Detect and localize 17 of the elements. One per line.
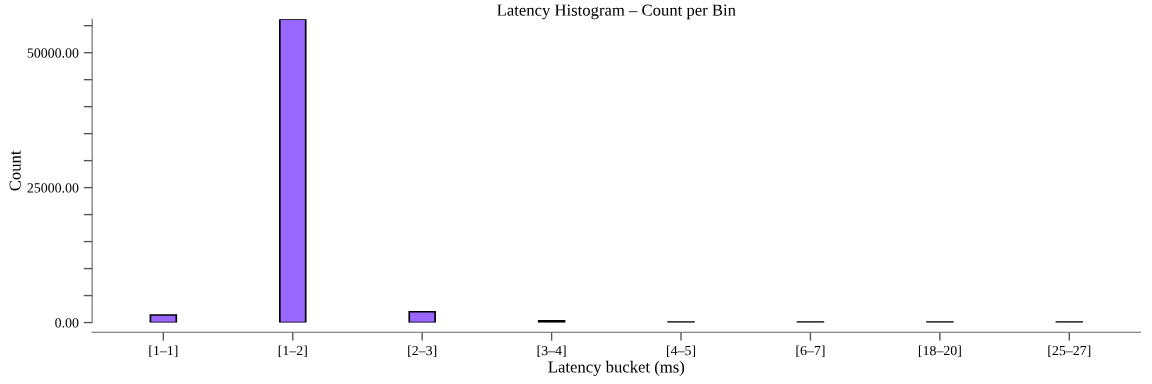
y-tick-label: 50000.00 [27, 48, 79, 58]
bar [408, 310, 436, 323]
x-tick-label: [2–3] [408, 345, 437, 357]
x-tick-label: [4–5] [667, 345, 696, 357]
y-axis-title: Count [9, 150, 21, 191]
x-tick-label: [1–1] [149, 345, 178, 357]
bar [278, 19, 307, 323]
x-axis-title: Latency bucket (ms) [548, 360, 685, 377]
x-tick-label: [3–4] [537, 345, 566, 357]
x-tick-label: [6–7] [796, 345, 825, 357]
x-tick-label: [1–2] [278, 345, 307, 357]
y-tick-label: 25000.00 [27, 183, 79, 193]
y-tick-label: 0.00 [55, 318, 79, 328]
chart-title: Latency Histogram – Count per Bin [497, 4, 736, 20]
bar [149, 314, 178, 323]
x-tick-label: [18–20] [918, 345, 961, 357]
x-tick-label: [25–27] [1048, 345, 1091, 357]
